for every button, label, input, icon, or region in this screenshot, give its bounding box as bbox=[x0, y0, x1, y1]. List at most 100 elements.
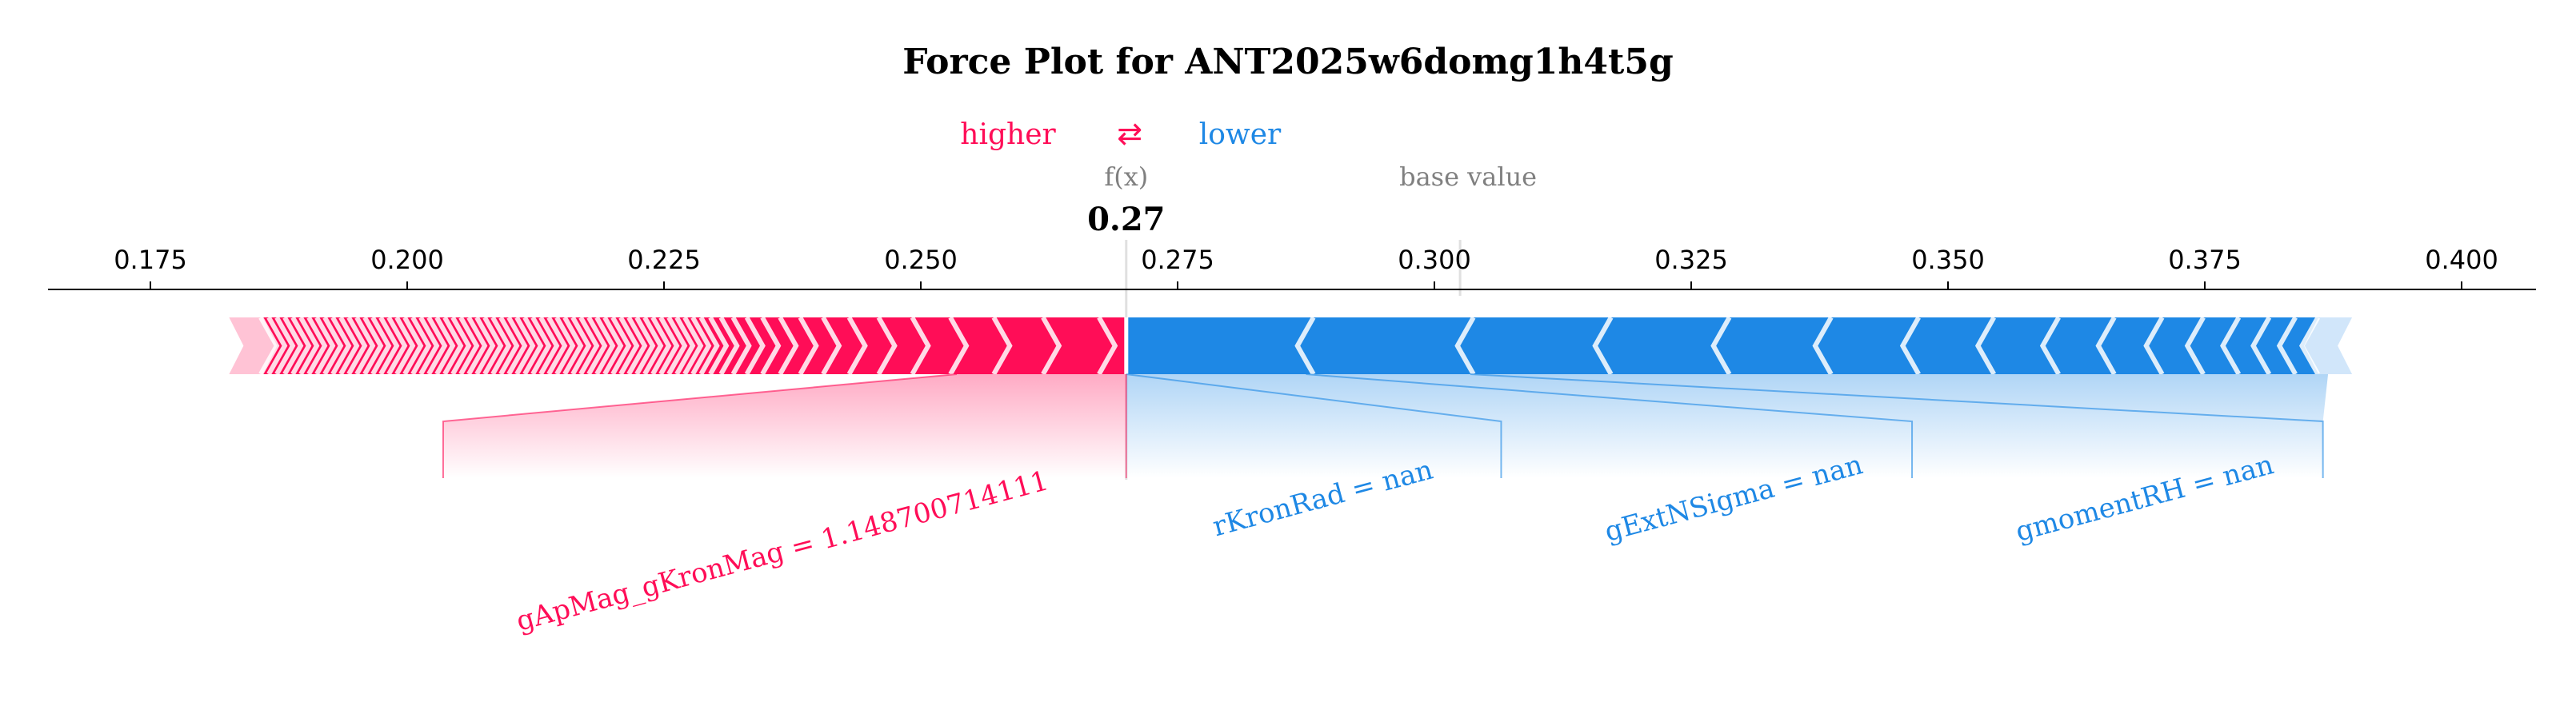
x-tick-label: 0.400 bbox=[2425, 245, 2498, 275]
lower-chevron bbox=[2250, 316, 2272, 376]
higher-chevron bbox=[798, 316, 819, 376]
higher-chevron bbox=[682, 316, 704, 376]
lower-chevron bbox=[2039, 316, 2061, 376]
fx-value: 0.27 bbox=[1087, 201, 1165, 238]
higher-chevron bbox=[338, 316, 360, 376]
higher-chevron bbox=[570, 316, 592, 376]
higher-chevron bbox=[394, 316, 416, 376]
force-bars bbox=[229, 316, 2353, 376]
higher-chevron bbox=[674, 316, 696, 376]
lower-chevron bbox=[2276, 316, 2298, 376]
higher-chevron bbox=[760, 316, 782, 376]
higher-chevron bbox=[594, 316, 616, 376]
higher-chevron bbox=[586, 316, 608, 376]
higher-chevron bbox=[490, 316, 512, 376]
x-tick-label: 0.350 bbox=[1911, 245, 1985, 275]
feature-label: gApMag_gKronMag = 1.148700714111 bbox=[513, 465, 1052, 637]
x-tick-label: 0.275 bbox=[1141, 245, 1214, 275]
higher-chevron bbox=[506, 316, 528, 376]
higher-chevron bbox=[370, 316, 392, 376]
higher-chevron bbox=[948, 316, 970, 376]
higher-chevron bbox=[434, 316, 456, 376]
higher-chevron bbox=[266, 316, 288, 376]
higher-chevron bbox=[602, 316, 624, 376]
higher-chevron bbox=[626, 316, 648, 376]
higher-chevron bbox=[282, 316, 304, 376]
higher-chevron bbox=[378, 316, 400, 376]
higher-chevron bbox=[658, 316, 680, 376]
higher-chevron bbox=[314, 316, 336, 376]
higher-chevron bbox=[522, 316, 544, 376]
x-axis-ticks: 0.175 0.200 0.225 0.250 0.275 0.300 0.325 0.350… bbox=[114, 245, 2498, 289]
higher-chevron bbox=[578, 316, 600, 376]
x-tick-label: 0.325 bbox=[1654, 245, 1728, 275]
higher-chevron bbox=[306, 316, 328, 376]
higher-chevron bbox=[514, 316, 536, 376]
higher-chevron bbox=[458, 316, 480, 376]
lower-chevron bbox=[1592, 316, 1614, 376]
fx-label: f(x) bbox=[1104, 162, 1148, 192]
higher-chevron bbox=[386, 316, 408, 376]
higher-chevron bbox=[666, 316, 688, 376]
feature-connector bbox=[1126, 373, 1502, 478]
higher-chevron bbox=[538, 316, 560, 376]
higher-chevron bbox=[991, 316, 1013, 376]
lower-chevron bbox=[2220, 316, 2242, 376]
lower-chevron bbox=[1294, 316, 1316, 376]
higher-chevron bbox=[466, 316, 488, 376]
higher-chevron bbox=[346, 316, 368, 376]
higher-chevron bbox=[298, 316, 320, 376]
higher-chevron bbox=[778, 316, 799, 376]
higher-chevron bbox=[718, 316, 740, 376]
higher-chevron bbox=[402, 316, 424, 376]
legend-arrow-icon: ⇄ bbox=[1117, 116, 1142, 151]
higher-chevron bbox=[546, 316, 568, 376]
higher-chevron bbox=[708, 316, 730, 376]
higher-chevron bbox=[474, 316, 496, 376]
lower-chevron bbox=[1454, 316, 1476, 376]
higher-chevron bbox=[330, 316, 352, 376]
feature-connector bbox=[1470, 373, 2324, 478]
lower-chevron bbox=[1899, 316, 1921, 376]
higher-chevron bbox=[1097, 316, 1118, 376]
higher-chevron bbox=[442, 316, 464, 376]
higher-chevron bbox=[354, 316, 376, 376]
x-tick-label: 0.250 bbox=[884, 245, 958, 275]
higher-chevron bbox=[876, 316, 898, 376]
higher-chevron bbox=[426, 316, 448, 376]
higher-chevron bbox=[730, 316, 752, 376]
x-tick-label: 0.175 bbox=[114, 245, 187, 275]
higher-chevron bbox=[530, 316, 552, 376]
base-value-label: base value bbox=[1399, 162, 1537, 192]
higher-chevron bbox=[744, 316, 766, 376]
legend-lower: lower bbox=[1199, 118, 1282, 151]
higher-chevron bbox=[498, 316, 520, 376]
chart-title: Force Plot for ANT2025w6domg1h4t5g bbox=[902, 42, 1673, 82]
higher-chevron bbox=[274, 316, 296, 376]
lower-chevron bbox=[1812, 316, 1834, 376]
feature-connector bbox=[442, 373, 958, 478]
higher-chevron bbox=[290, 316, 312, 376]
higher-bar-fade bbox=[229, 317, 278, 374]
higher-chevron bbox=[418, 316, 440, 376]
higher-chevron bbox=[634, 316, 656, 376]
higher-chevron bbox=[690, 316, 712, 376]
legend-higher: higher bbox=[960, 118, 1056, 151]
higher-chevron bbox=[650, 316, 672, 376]
higher-chevron bbox=[910, 316, 931, 376]
higher-chevron bbox=[821, 316, 842, 376]
higher-chevron bbox=[610, 316, 632, 376]
x-tick-label: 0.375 bbox=[2168, 245, 2242, 275]
higher-chevron bbox=[1041, 316, 1062, 376]
lower-bar bbox=[1127, 317, 2322, 374]
higher-chevron bbox=[322, 316, 344, 376]
higher-chevron bbox=[698, 316, 720, 376]
lower-chevron bbox=[2298, 316, 2321, 376]
x-tick-label: 0.225 bbox=[627, 245, 701, 275]
higher-chevron bbox=[562, 316, 584, 376]
lower-chevron bbox=[2095, 316, 2117, 376]
higher-chevron bbox=[362, 316, 384, 376]
x-tick-label: 0.300 bbox=[1398, 245, 1471, 275]
higher-chevron bbox=[846, 316, 868, 376]
